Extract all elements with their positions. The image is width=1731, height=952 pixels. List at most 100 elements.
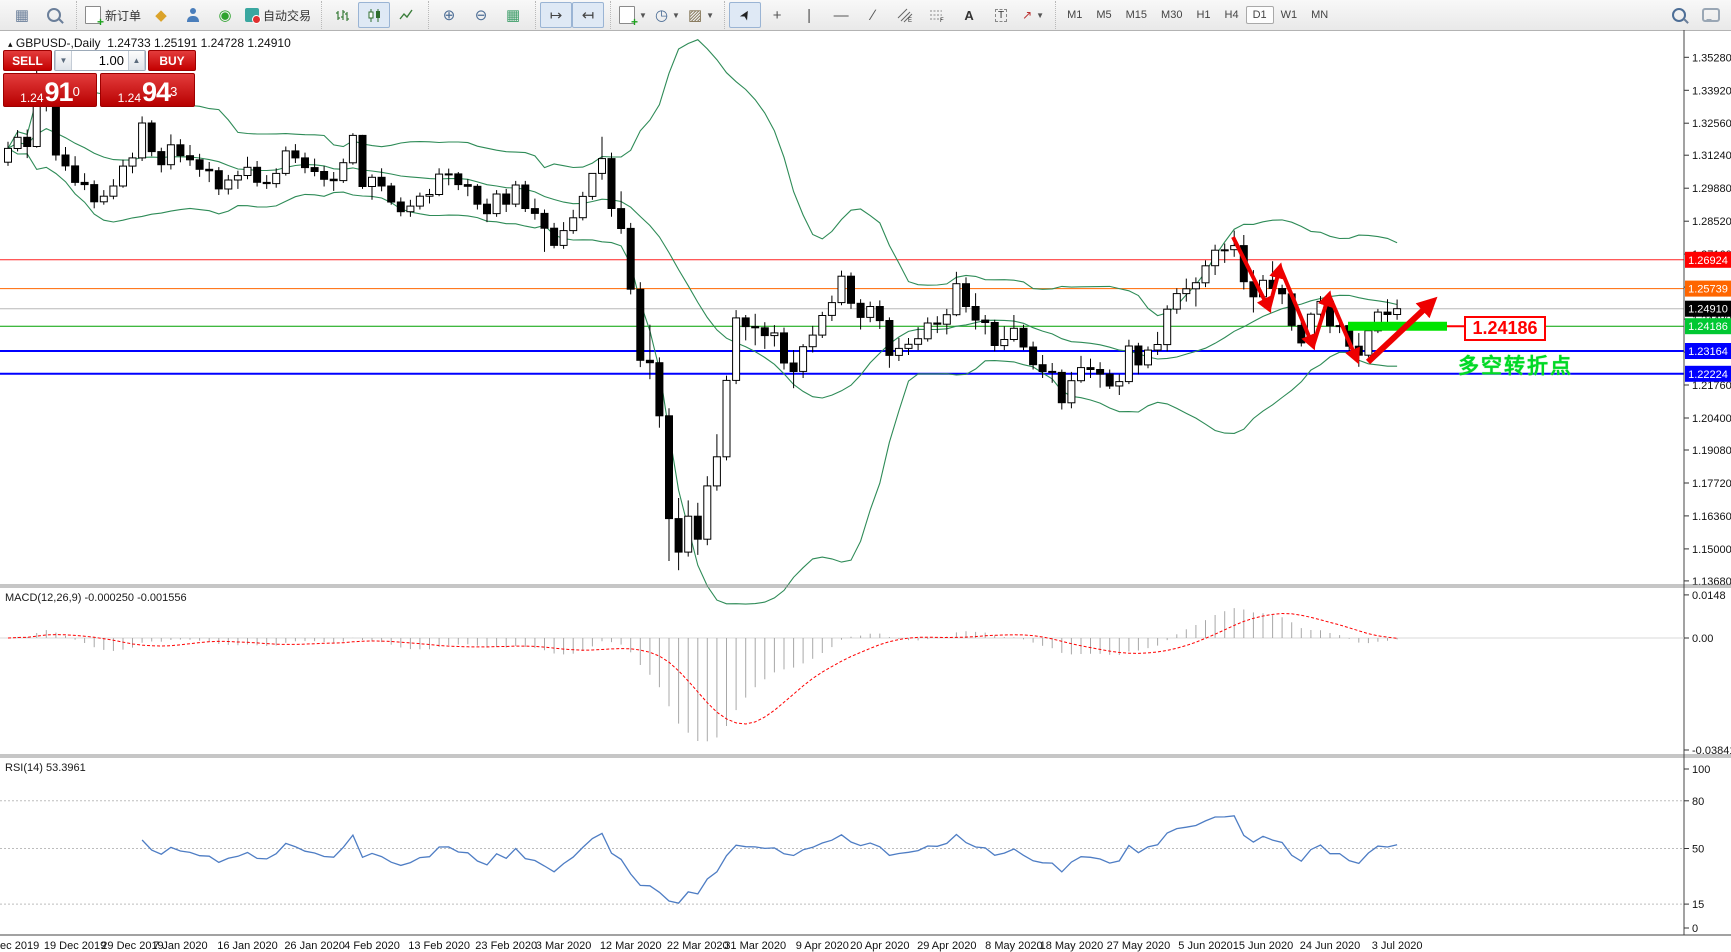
svg-text:27 May 2020: 27 May 2020	[1107, 940, 1171, 952]
rsi-label: RSI(14) 53.3961	[5, 762, 86, 774]
tf-m1[interactable]: M1	[1067, 9, 1083, 21]
red-trend-arrow-1[interactable]	[1267, 262, 1285, 310]
svg-text:29 Apr 2020: 29 Apr 2020	[917, 940, 976, 952]
tf-w1[interactable]: W1	[1280, 9, 1298, 21]
tile-windows-button[interactable]: ▦	[497, 2, 529, 28]
chart-window-icon: ▦	[14, 6, 30, 24]
autoscroll-button[interactable]: ↦	[540, 2, 573, 28]
autotrading-label: 自动交易	[263, 8, 312, 23]
buy-price-prefix: 1.24	[117, 91, 142, 105]
red-trend-arrow-0[interactable]	[1231, 236, 1272, 314]
tf-mn[interactable]: MN	[1311, 9, 1329, 21]
search-button[interactable]	[1663, 2, 1695, 28]
level-label-1.24186[interactable]: 1.24186	[1685, 318, 1731, 335]
svg-text:1.19080: 1.19080	[1692, 445, 1731, 457]
zoom-out-icon: ⊖	[474, 6, 488, 24]
signals-button[interactable]: ◉	[209, 2, 241, 28]
level-label-1.26924[interactable]: 1.26924	[1685, 251, 1731, 268]
svg-text:13 Feb 2020: 13 Feb 2020	[408, 940, 470, 952]
label-tool-button[interactable]: T	[985, 2, 1017, 28]
candlestick-icon	[368, 8, 380, 22]
red-trend-arrow-3[interactable]	[1311, 290, 1334, 347]
crosshair-tool-button[interactable]: +	[761, 2, 793, 28]
chart-canvas[interactable]: 1.35280 1.33920 1.32560 1.31240 1.29880 1.285…	[0, 30, 1731, 952]
text-tool-button[interactable]: A	[953, 2, 985, 28]
red-trend-arrow-5[interactable]	[1365, 296, 1438, 365]
line-chart-button[interactable]	[390, 2, 422, 28]
svg-text:7 Jan 2020: 7 Jan 2020	[153, 940, 207, 952]
arrows-icon: ↗	[1022, 7, 1033, 22]
macd-label: MACD(12,26,9) -0.000250 -0.001556	[5, 592, 187, 604]
new-order-button[interactable]: + 新订单	[81, 2, 145, 28]
autotrading-button[interactable]: 自动交易	[241, 2, 315, 28]
sell-button[interactable]: SELL	[3, 50, 52, 71]
hline-tool-button[interactable]: —	[825, 2, 857, 28]
sell-price-prefix: 1.24	[20, 91, 44, 105]
templates-button[interactable]: ▨ ▼	[687, 6, 715, 24]
text-tool-icon: A	[964, 7, 974, 23]
svg-text:F: F	[940, 18, 944, 23]
person-icon	[187, 8, 200, 22]
market-watch-button[interactable]	[38, 2, 70, 28]
buy-button[interactable]: BUY	[148, 50, 196, 71]
zoom-in-button[interactable]: ⊕	[433, 2, 465, 28]
chart-shift-button[interactable]: ↤	[572, 2, 605, 28]
svg-text:24 Jun 2020: 24 Jun 2020	[1300, 940, 1361, 952]
level-label-1.23164[interactable]: 1.23164	[1685, 343, 1731, 359]
toolbar-group-timeframes: M1 M5 M15 M30 H1 H4 D1 W1 MN	[1055, 1, 1339, 29]
tf-h1[interactable]: H1	[1196, 9, 1211, 21]
chart-area[interactable]: 1.35280 1.33920 1.32560 1.31240 1.29880 1.285…	[0, 30, 1731, 952]
clock-icon: ◷	[654, 6, 669, 24]
level-label-1.24910[interactable]: 1.24910	[1685, 300, 1731, 317]
candles-layer	[4, 60, 1402, 571]
level-label-1.25739[interactable]: 1.25739	[1685, 280, 1731, 297]
red-trend-arrow-2[interactable]	[1278, 266, 1317, 351]
volume-input[interactable]	[72, 51, 128, 70]
red-trend-arrow-4[interactable]	[1327, 294, 1360, 365]
buy-price-button[interactable]: 1.24 94 3	[100, 73, 195, 107]
svg-text:15 Jun 2020: 15 Jun 2020	[1233, 940, 1294, 952]
indicators-button[interactable]: + ▼	[615, 2, 651, 28]
new-order-label: 新订单	[105, 8, 142, 23]
svg-text:4 Feb 2020: 4 Feb 2020	[344, 940, 400, 952]
tf-m30[interactable]: M30	[1161, 9, 1183, 21]
vline-tool-button[interactable]: |	[793, 2, 825, 28]
fibonacci-tool-button[interactable]: F	[921, 2, 953, 28]
tf-m15[interactable]: M15	[1125, 9, 1148, 21]
history-center-button[interactable]: ◆	[145, 2, 177, 28]
volume-increase-button[interactable]: ▲	[128, 51, 145, 70]
candlestick-chart-button[interactable]	[358, 2, 391, 28]
tf-d1[interactable]: D1	[1245, 6, 1274, 24]
sell-price-button[interactable]: 1.24 91 0	[3, 73, 97, 107]
svg-text:1.22224: 1.22224	[1688, 369, 1728, 381]
turning-point-note[interactable]: 多空转折点	[1458, 355, 1573, 378]
svg-text:1.25739: 1.25739	[1688, 284, 1728, 296]
cursor-tool-button[interactable]: ➤	[729, 2, 762, 28]
arrows-tool-button[interactable]: ↗ ▼	[1022, 7, 1045, 22]
tf-h4[interactable]: H4	[1224, 9, 1239, 21]
chat-button[interactable]	[1695, 2, 1727, 28]
svg-text:1.20400: 1.20400	[1692, 413, 1731, 425]
volume-decrease-button[interactable]: ▼	[55, 51, 72, 70]
signal-icon: ◉	[218, 6, 232, 24]
accounts-button[interactable]	[177, 2, 209, 28]
crosshair-icon: +	[772, 6, 782, 24]
price-callout-label[interactable]: 1.24186	[1464, 316, 1546, 341]
svg-text:3 Mar 2020: 3 Mar 2020	[536, 940, 592, 952]
svg-text:3 Jul 2020: 3 Jul 2020	[1372, 940, 1423, 952]
volume-spinner: ▼ ▲	[54, 50, 146, 71]
zoom-out-button[interactable]: ⊖	[465, 2, 497, 28]
rsi-line	[141, 815, 1398, 904]
trendline-tool-button[interactable]: ∕	[857, 2, 889, 28]
trendline-icon: ∕	[871, 6, 875, 24]
tf-m5[interactable]: M5	[1096, 9, 1112, 21]
periods-button[interactable]: ◷ ▼	[654, 6, 680, 24]
level-label-1.22224[interactable]: 1.22224	[1685, 365, 1731, 382]
svg-text:10 Dec 2019: 10 Dec 2019	[0, 940, 39, 952]
new-chart-button[interactable]: ▦	[6, 2, 38, 28]
toolbar-group-windows: ▦	[2, 1, 74, 29]
svg-text:1.28520: 1.28520	[1692, 216, 1731, 228]
svg-text:100: 100	[1692, 764, 1710, 776]
channel-tool-button[interactable]: E	[889, 2, 921, 28]
bar-chart-button[interactable]	[326, 2, 358, 28]
